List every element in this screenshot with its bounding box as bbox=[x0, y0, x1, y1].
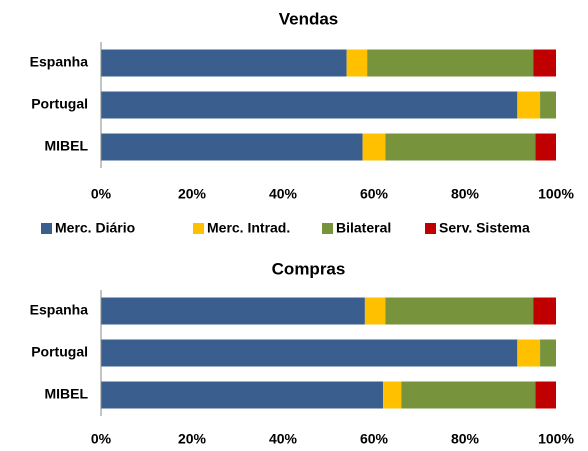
bar-segment bbox=[540, 339, 556, 367]
legend-swatch bbox=[322, 223, 333, 234]
legend-swatch bbox=[193, 223, 204, 234]
y-tick-label: Espanha bbox=[30, 54, 89, 70]
bar-segment bbox=[101, 133, 363, 161]
y-tick-label: Portugal bbox=[31, 96, 88, 112]
bar-segment bbox=[364, 297, 386, 325]
x-tick-label: 20% bbox=[178, 431, 207, 447]
x-tick-label: 60% bbox=[360, 186, 389, 202]
bar-segment bbox=[535, 133, 556, 161]
y-tick-label: Espanha bbox=[30, 302, 89, 318]
bar-segment bbox=[101, 339, 518, 367]
x-tick-label: 80% bbox=[451, 431, 480, 447]
bar-segment bbox=[101, 381, 384, 409]
bar-segment bbox=[533, 297, 556, 325]
x-tick-label: 100% bbox=[538, 431, 574, 447]
bar-segment bbox=[367, 49, 534, 77]
legend-swatch bbox=[425, 223, 436, 234]
bar-segment bbox=[101, 297, 365, 325]
bar-segment bbox=[517, 339, 541, 367]
bar-segment bbox=[535, 381, 556, 409]
legend-label: Merc. Intrad. bbox=[207, 220, 290, 236]
chart-title: Vendas bbox=[279, 9, 339, 28]
bar-segment bbox=[101, 91, 518, 119]
bar-segment bbox=[385, 133, 536, 161]
x-tick-label: 40% bbox=[269, 186, 298, 202]
x-tick-label: 80% bbox=[451, 186, 480, 202]
legend-label: Bilateral bbox=[336, 220, 391, 236]
legend-label: Serv. Sistema bbox=[439, 220, 530, 236]
x-tick-label: 100% bbox=[538, 186, 574, 202]
x-tick-label: 20% bbox=[178, 186, 207, 202]
legend-label: Merc. Diário bbox=[55, 220, 135, 236]
bar-segment bbox=[346, 49, 368, 77]
bar-segment bbox=[540, 91, 556, 119]
x-tick-label: 0% bbox=[91, 431, 112, 447]
bar-segment bbox=[401, 381, 536, 409]
x-tick-label: 0% bbox=[91, 186, 112, 202]
bar-segment bbox=[101, 49, 347, 77]
x-tick-label: 40% bbox=[269, 431, 298, 447]
bar-segment bbox=[385, 297, 534, 325]
y-tick-label: MIBEL bbox=[44, 386, 88, 402]
chart-title: Compras bbox=[272, 259, 346, 278]
x-tick-label: 60% bbox=[360, 431, 389, 447]
bar-segment bbox=[362, 133, 386, 161]
bar-segment bbox=[533, 49, 556, 77]
bar-segment bbox=[517, 91, 541, 119]
bar-segment bbox=[383, 381, 402, 409]
legend-swatch bbox=[41, 223, 52, 234]
y-tick-label: Portugal bbox=[31, 344, 88, 360]
y-tick-label: MIBEL bbox=[44, 138, 88, 154]
